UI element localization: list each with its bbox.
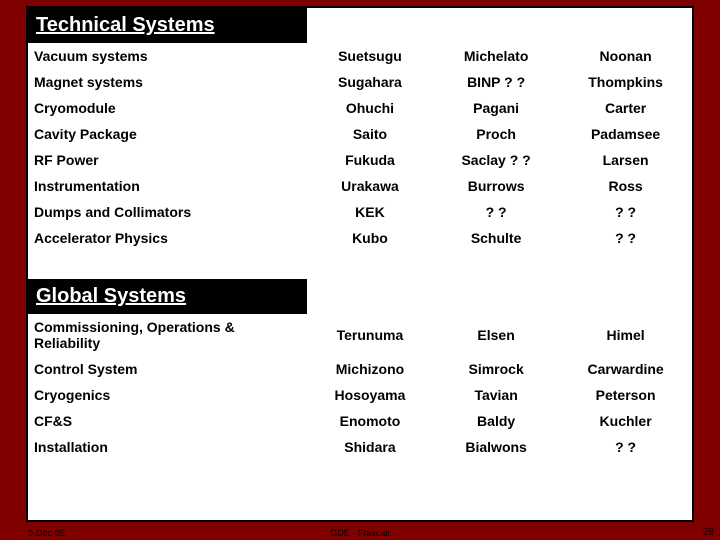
row-label: Magnet systems <box>28 69 307 95</box>
slide-frame: Technical SystemsVacuum systemsSuetsuguM… <box>26 6 694 522</box>
row-value: Tavian <box>433 382 559 408</box>
row-value: Michelato <box>433 43 559 69</box>
row-value: Saclay ? ? <box>433 147 559 173</box>
row-value: Carwardine <box>559 356 692 382</box>
row-value: Peterson <box>559 382 692 408</box>
row-label: Instrumentation <box>28 173 307 199</box>
table-row: RF PowerFukudaSaclay ? ?Larsen <box>28 147 692 173</box>
row-value: KEK <box>307 199 433 225</box>
row-value: Enomoto <box>307 408 433 434</box>
row-value: ? ? <box>559 434 692 460</box>
row-label: CF&S <box>28 408 307 434</box>
table-row: InstrumentationUrakawaBurrowsRoss <box>28 173 692 199</box>
row-label: Installation <box>28 434 307 460</box>
row-value: Hosoyama <box>307 382 433 408</box>
row-label: Cryomodule <box>28 95 307 121</box>
row-value: Kubo <box>307 225 433 251</box>
row-label: RF Power <box>28 147 307 173</box>
footer-page-number: 28 <box>703 527 714 538</box>
row-value: Padamsee <box>559 121 692 147</box>
row-value: ? ? <box>433 199 559 225</box>
row-value: Proch <box>433 121 559 147</box>
table-row: Commissioning, Operations & ReliabilityT… <box>28 314 692 356</box>
row-value: ? ? <box>559 199 692 225</box>
table-row: Cavity PackageSaitoProchPadamsee <box>28 121 692 147</box>
row-label: Cryogenics <box>28 382 307 408</box>
row-value: Carter <box>559 95 692 121</box>
row-value: Ohuchi <box>307 95 433 121</box>
row-label: Control System <box>28 356 307 382</box>
row-value: Michizono <box>307 356 433 382</box>
section-header-technical: Technical Systems <box>28 8 307 43</box>
row-value: Baldy <box>433 408 559 434</box>
table-row: CryomoduleOhuchiPaganiCarter <box>28 95 692 121</box>
row-value: Bialwons <box>433 434 559 460</box>
row-value: Fukuda <box>307 147 433 173</box>
row-label: Cavity Package <box>28 121 307 147</box>
row-value: Terunuma <box>307 314 433 356</box>
row-value: BINP ? ? <box>433 69 559 95</box>
row-label: Commissioning, Operations & Reliability <box>28 314 307 356</box>
table-row: Dumps and CollimatorsKEK? ?? ? <box>28 199 692 225</box>
row-value: Shidara <box>307 434 433 460</box>
table-row: CF&SEnomotoBaldyKuchler <box>28 408 692 434</box>
row-value: Noonan <box>559 43 692 69</box>
row-value: ? ? <box>559 225 692 251</box>
table-row: Vacuum systemsSuetsuguMichelatoNoonan <box>28 43 692 69</box>
row-value: Kuchler <box>559 408 692 434</box>
table-row: InstallationShidaraBialwons? ? <box>28 434 692 460</box>
row-value: Suetsugu <box>307 43 433 69</box>
row-value: Larsen <box>559 147 692 173</box>
row-value: Schulte <box>433 225 559 251</box>
row-value: Saito <box>307 121 433 147</box>
row-value: Urakawa <box>307 173 433 199</box>
row-value: Burrows <box>433 173 559 199</box>
footer-center: GDE - Frascati <box>0 528 720 538</box>
row-value: Himel <box>559 314 692 356</box>
table-row: Accelerator PhysicsKuboSchulte? ? <box>28 225 692 251</box>
row-value: Elsen <box>433 314 559 356</box>
row-value: Ross <box>559 173 692 199</box>
row-label: Accelerator Physics <box>28 225 307 251</box>
row-value: Thompkins <box>559 69 692 95</box>
row-value: Simrock <box>433 356 559 382</box>
row-label: Dumps and Collimators <box>28 199 307 225</box>
table-row: Magnet systemsSugaharaBINP ? ?Thompkins <box>28 69 692 95</box>
table-row: Control SystemMichizonoSimrockCarwardine <box>28 356 692 382</box>
table-row: CryogenicsHosoyamaTavianPeterson <box>28 382 692 408</box>
row-value: Sugahara <box>307 69 433 95</box>
systems-table: Technical SystemsVacuum systemsSuetsuguM… <box>28 8 692 460</box>
row-value: Pagani <box>433 95 559 121</box>
section-header-global: Global Systems <box>28 279 307 314</box>
row-label: Vacuum systems <box>28 43 307 69</box>
